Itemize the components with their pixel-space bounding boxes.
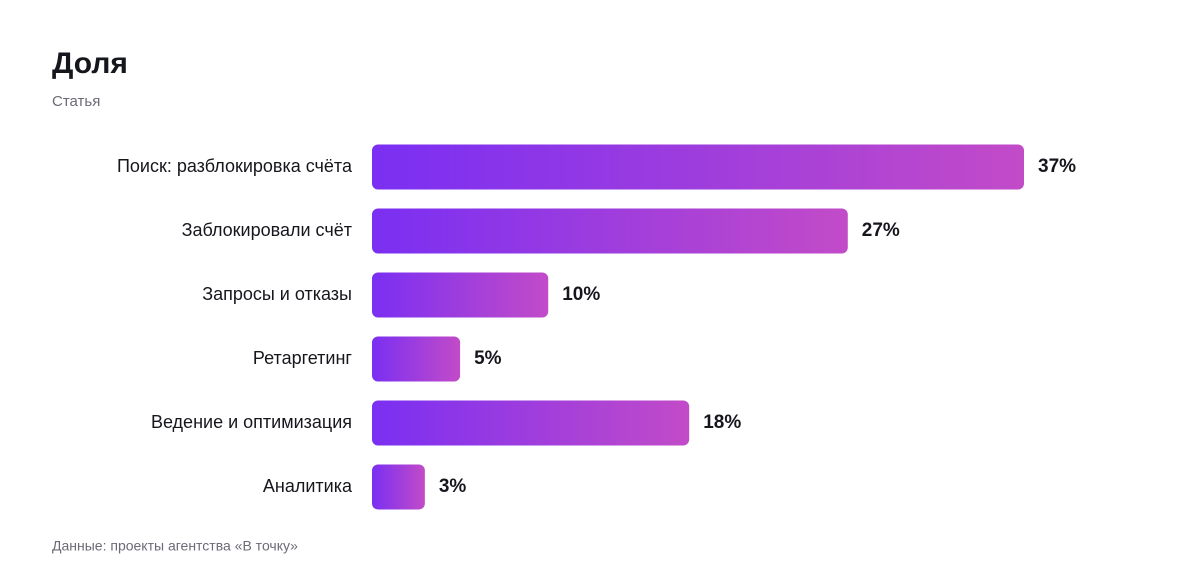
bar [372,400,690,446]
category-label: Поиск: разблокировка счёта [117,156,353,176]
bar [372,336,461,382]
bar [372,208,848,254]
bar [372,464,425,510]
chart-subtitle: Статья [52,93,100,110]
category-label: Ведение и оптимизация [151,412,352,432]
value-label: 18% [703,412,741,433]
value-label: 37% [1038,156,1076,177]
value-label: 27% [862,220,900,241]
category-label: Ретаргетинг [253,348,353,368]
bar [372,144,1024,190]
value-label: 3% [439,476,467,497]
value-label: 5% [474,348,502,369]
value-label: 10% [562,284,600,305]
chart-title: Доля [52,47,128,80]
category-label: Аналитика [263,476,353,496]
category-label: Запросы и отказы [202,284,352,304]
source-note: Данные: проекты агентства «В точку» [52,538,298,554]
bar [372,272,549,318]
category-label: Заблокировали счёт [182,220,352,240]
